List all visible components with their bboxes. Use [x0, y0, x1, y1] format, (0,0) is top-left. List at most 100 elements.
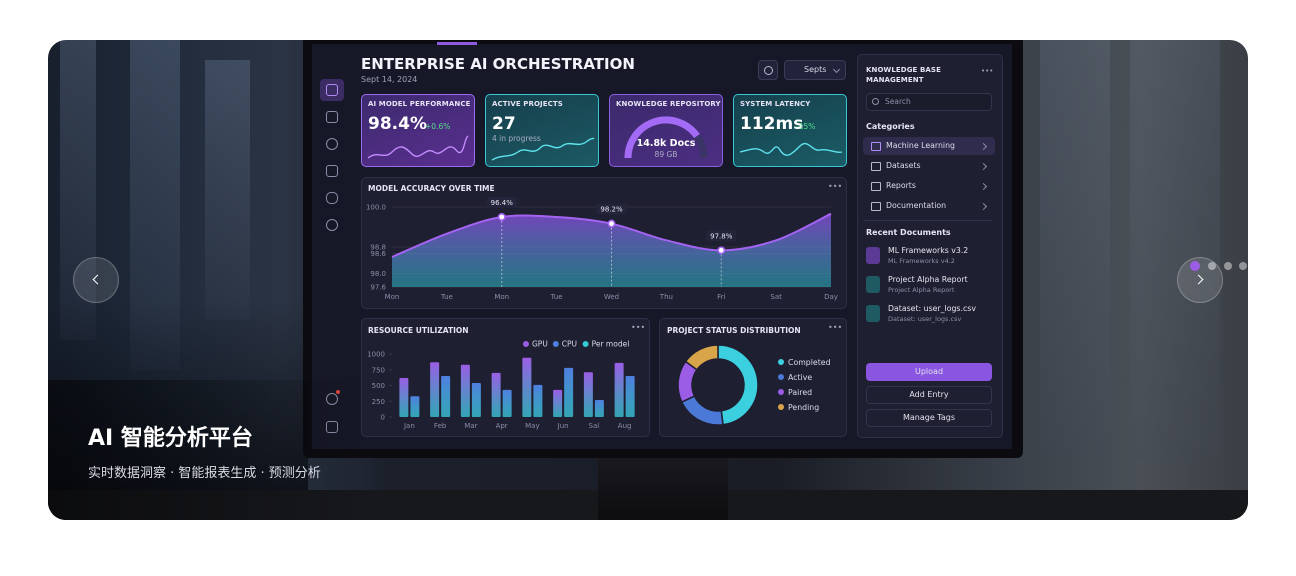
- pie-slice: [680, 395, 724, 426]
- point: [607, 219, 616, 228]
- document-name[interactable]: ML Frameworks v3.2: [888, 246, 969, 255]
- category-item[interactable]: Datasets: [886, 161, 921, 170]
- refresh-icon: [764, 66, 773, 75]
- nav-icon[interactable]: [326, 192, 338, 204]
- bar: [533, 384, 543, 417]
- kpi-card: [733, 94, 847, 167]
- document-name[interactable]: Project Alpha Report: [888, 275, 968, 284]
- carousel-dot[interactable]: [1239, 262, 1247, 270]
- carousel-dot[interactable]: [1208, 262, 1216, 270]
- kpi-label: SYSTEM LATENCY: [740, 100, 811, 108]
- window: [1130, 40, 1220, 460]
- kpi-note: 89 GB: [654, 150, 678, 159]
- bar: [410, 396, 420, 417]
- kpi-value: 98.4%: [368, 114, 427, 134]
- x-tick-label: Fri: [717, 293, 725, 301]
- carousel-dot-active[interactable]: [1190, 261, 1200, 271]
- x-tick-label: Jun: [557, 422, 569, 430]
- search-box[interactable]: [866, 93, 992, 111]
- period-dropdown[interactable]: [784, 60, 846, 80]
- monitor-stand: [598, 455, 728, 520]
- nav-icon[interactable]: [326, 219, 338, 231]
- chart-title: MODEL ACCURACY OVER TIME: [368, 184, 495, 193]
- bar: [553, 389, 563, 417]
- legend-label: CPU: [562, 340, 577, 349]
- menu-dots[interactable]: •••: [828, 182, 843, 191]
- prev-button[interactable]: [73, 257, 119, 303]
- category-icon: [871, 142, 881, 151]
- category-item[interactable]: Reports: [886, 181, 916, 190]
- menu-dots[interactable]: •••: [631, 323, 646, 332]
- x-tick-label: Mon: [385, 293, 400, 301]
- menu-dots[interactable]: •••: [828, 323, 843, 332]
- annotation-box: [486, 197, 517, 208]
- category-icon: [871, 162, 881, 171]
- legend-swatch: [582, 341, 589, 347]
- pie-slice: [684, 344, 719, 371]
- y-tick-label: 98.0: [370, 270, 386, 278]
- y-tick-label: 250: [372, 398, 385, 406]
- add-entry-button[interactable]: Add Entry: [866, 386, 992, 404]
- nav-icon[interactable]: [326, 165, 338, 177]
- search-placeholder: Search: [885, 97, 911, 106]
- upload-button[interactable]: Upload: [866, 363, 992, 381]
- x-tick-label: Aug: [618, 422, 632, 430]
- document-name[interactable]: Dataset: user_logs.csv: [888, 304, 976, 313]
- bar: [625, 376, 635, 417]
- divider: [863, 220, 993, 221]
- category-icon: [871, 202, 881, 211]
- annotation: 96.4%: [491, 199, 514, 207]
- menu-dots[interactable]: •••: [981, 67, 994, 75]
- nav-icon[interactable]: [326, 111, 338, 123]
- dashboard-date: Sept 14, 2024: [361, 75, 418, 84]
- kpi-delta: +0.6%: [425, 122, 451, 131]
- legend-swatch: [552, 341, 559, 347]
- period-label: Septs: [804, 65, 827, 74]
- x-tick-label: Tue: [440, 293, 453, 301]
- annotation-box: [706, 230, 737, 242]
- legend-swatch: [778, 389, 784, 395]
- document-detail: Project Alpha Report: [888, 286, 955, 294]
- kpi-value: 14.8k Docs: [636, 138, 696, 149]
- category-icon: [871, 182, 881, 191]
- legend-label: Active: [788, 373, 812, 382]
- legend-swatch: [778, 359, 784, 365]
- bar: [594, 399, 604, 417]
- legend-swatch: [778, 404, 784, 410]
- x-tick-label: Sal: [589, 422, 600, 430]
- x-tick-label: Tue: [550, 293, 563, 301]
- point: [497, 213, 506, 222]
- panel-title: KNOWLEDGE BASE MANAGEMENT: [866, 66, 941, 84]
- carousel-dot[interactable]: [1224, 262, 1232, 270]
- y-tick-label: 0: [381, 414, 385, 422]
- manage-tags-button[interactable]: Manage Tags: [866, 409, 992, 427]
- document-detail: Dataset: user_logs.csv: [888, 315, 962, 323]
- category-item[interactable]: Machine Learning: [886, 141, 955, 150]
- gauge-fill: [624, 116, 700, 159]
- document-icon: [866, 305, 880, 322]
- kpi-label: ACTIVE PROJECTS: [492, 100, 563, 108]
- bar: [471, 382, 481, 417]
- x-tick-label: Apr: [496, 422, 508, 430]
- next-button[interactable]: [1177, 257, 1223, 303]
- y-tick-label: 97.6: [370, 284, 386, 292]
- x-tick-label: May: [525, 422, 539, 430]
- x-tick-label: Day: [824, 293, 838, 301]
- screen-accent: [437, 42, 477, 45]
- y-tick-label: 98.8: [370, 244, 386, 252]
- kpi-card: [485, 94, 599, 167]
- nav-icon[interactable]: [326, 138, 338, 150]
- category-item[interactable]: Documentation: [886, 201, 947, 210]
- category-active[interactable]: [863, 137, 995, 155]
- chart-panel: [361, 318, 650, 437]
- area: [392, 213, 831, 287]
- document-icon: [866, 276, 880, 293]
- document-icon: [866, 247, 880, 264]
- legend-label: Pending: [788, 403, 819, 412]
- x-tick-label: Mon: [494, 293, 509, 301]
- nav-icon[interactable]: [326, 84, 338, 96]
